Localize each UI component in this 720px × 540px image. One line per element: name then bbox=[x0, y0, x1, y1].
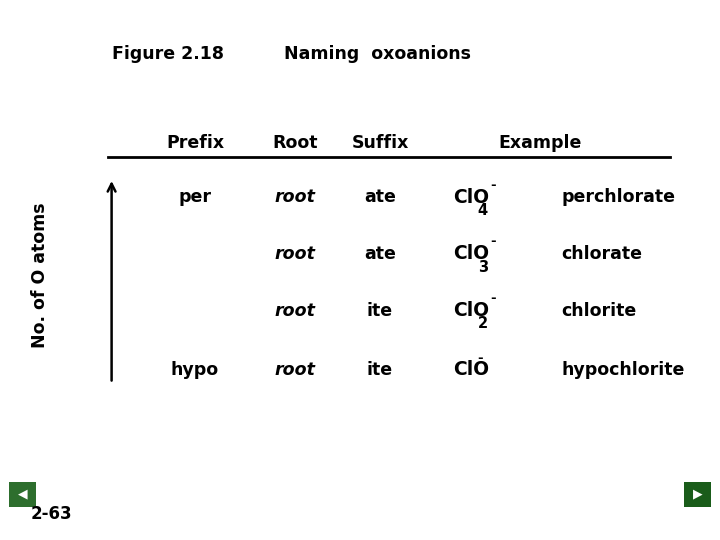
Text: ite: ite bbox=[367, 361, 393, 379]
Text: ▶: ▶ bbox=[693, 488, 703, 501]
Text: root: root bbox=[274, 188, 315, 206]
Text: ClO: ClO bbox=[453, 360, 489, 380]
Text: ate: ate bbox=[364, 188, 396, 206]
Text: chlorate: chlorate bbox=[562, 245, 643, 263]
Text: Root: Root bbox=[272, 134, 318, 152]
Text: Prefix: Prefix bbox=[166, 134, 224, 152]
Text: Suffix: Suffix bbox=[351, 134, 409, 152]
Text: Naming  oxoanions: Naming oxoanions bbox=[284, 45, 472, 63]
Text: ate: ate bbox=[364, 245, 396, 263]
Text: 4: 4 bbox=[477, 203, 487, 218]
Text: -: - bbox=[477, 352, 483, 365]
Text: root: root bbox=[274, 361, 315, 379]
Text: Figure 2.18: Figure 2.18 bbox=[112, 45, 224, 63]
FancyBboxPatch shape bbox=[684, 482, 711, 507]
Text: per: per bbox=[179, 188, 212, 206]
FancyBboxPatch shape bbox=[9, 482, 36, 507]
Text: -: - bbox=[490, 235, 496, 248]
Text: chlorite: chlorite bbox=[562, 301, 637, 320]
Text: ClO: ClO bbox=[453, 301, 489, 320]
Text: 2-63: 2-63 bbox=[30, 505, 72, 523]
Text: -: - bbox=[490, 179, 496, 192]
Text: Example: Example bbox=[498, 134, 581, 152]
Text: ClO: ClO bbox=[453, 244, 489, 264]
Text: root: root bbox=[274, 301, 315, 320]
Text: No. of O atoms: No. of O atoms bbox=[30, 202, 49, 348]
Text: 2: 2 bbox=[477, 316, 487, 332]
Text: ClO: ClO bbox=[453, 187, 489, 207]
Text: ite: ite bbox=[367, 301, 393, 320]
Text: 3: 3 bbox=[477, 260, 487, 275]
Text: hypo: hypo bbox=[171, 361, 219, 379]
Text: perchlorate: perchlorate bbox=[562, 188, 675, 206]
Text: hypochlorite: hypochlorite bbox=[562, 361, 685, 379]
Text: root: root bbox=[274, 245, 315, 263]
Text: ◀: ◀ bbox=[17, 488, 27, 501]
Text: -: - bbox=[490, 292, 496, 305]
